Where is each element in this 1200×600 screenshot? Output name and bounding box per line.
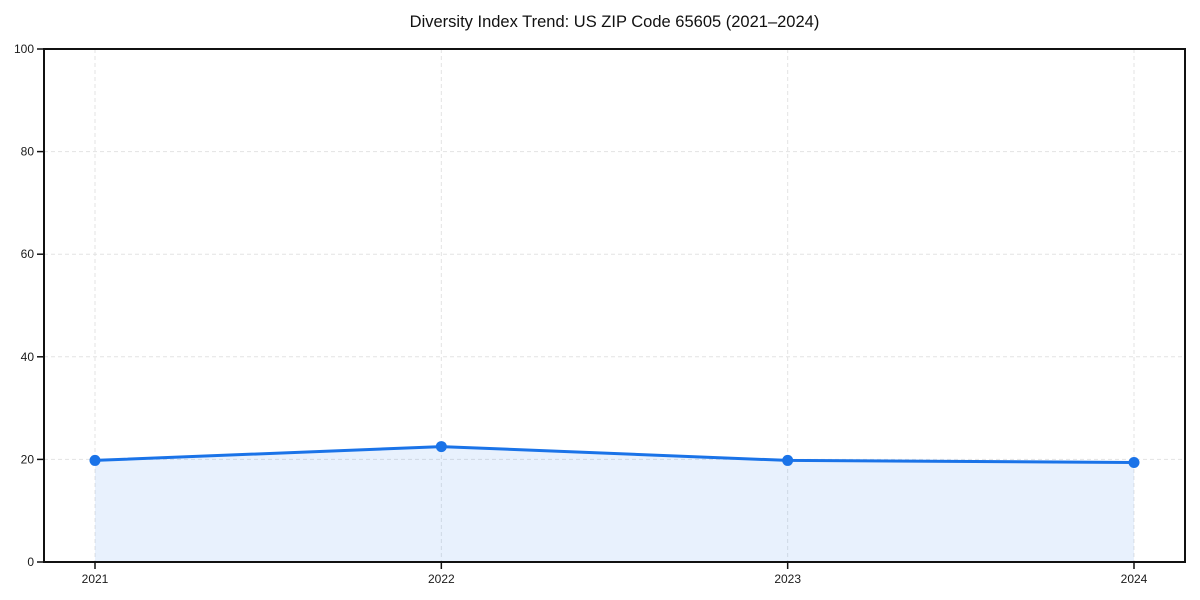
y-tick-label: 0 xyxy=(27,555,34,569)
y-tick-label: 80 xyxy=(21,145,35,159)
x-tick-label: 2022 xyxy=(428,572,455,586)
data-point xyxy=(1128,456,1140,468)
y-tick-label: 20 xyxy=(21,452,35,466)
data-point xyxy=(89,454,101,466)
x-tick-label: 2024 xyxy=(1121,572,1148,586)
plot-border xyxy=(43,48,1186,563)
y-tick-label: 100 xyxy=(14,42,34,56)
data-point xyxy=(435,441,447,453)
y-tick-label: 60 xyxy=(21,247,35,261)
x-tick-label: 2021 xyxy=(82,572,109,586)
area-fill xyxy=(95,446,1134,562)
chart-title: Diversity Index Trend: US ZIP Code 65605… xyxy=(409,13,820,31)
data-point xyxy=(782,454,794,466)
y-tick-label: 40 xyxy=(21,350,35,364)
data-line xyxy=(93,445,1136,464)
x-tick-label: 2023 xyxy=(774,572,801,586)
